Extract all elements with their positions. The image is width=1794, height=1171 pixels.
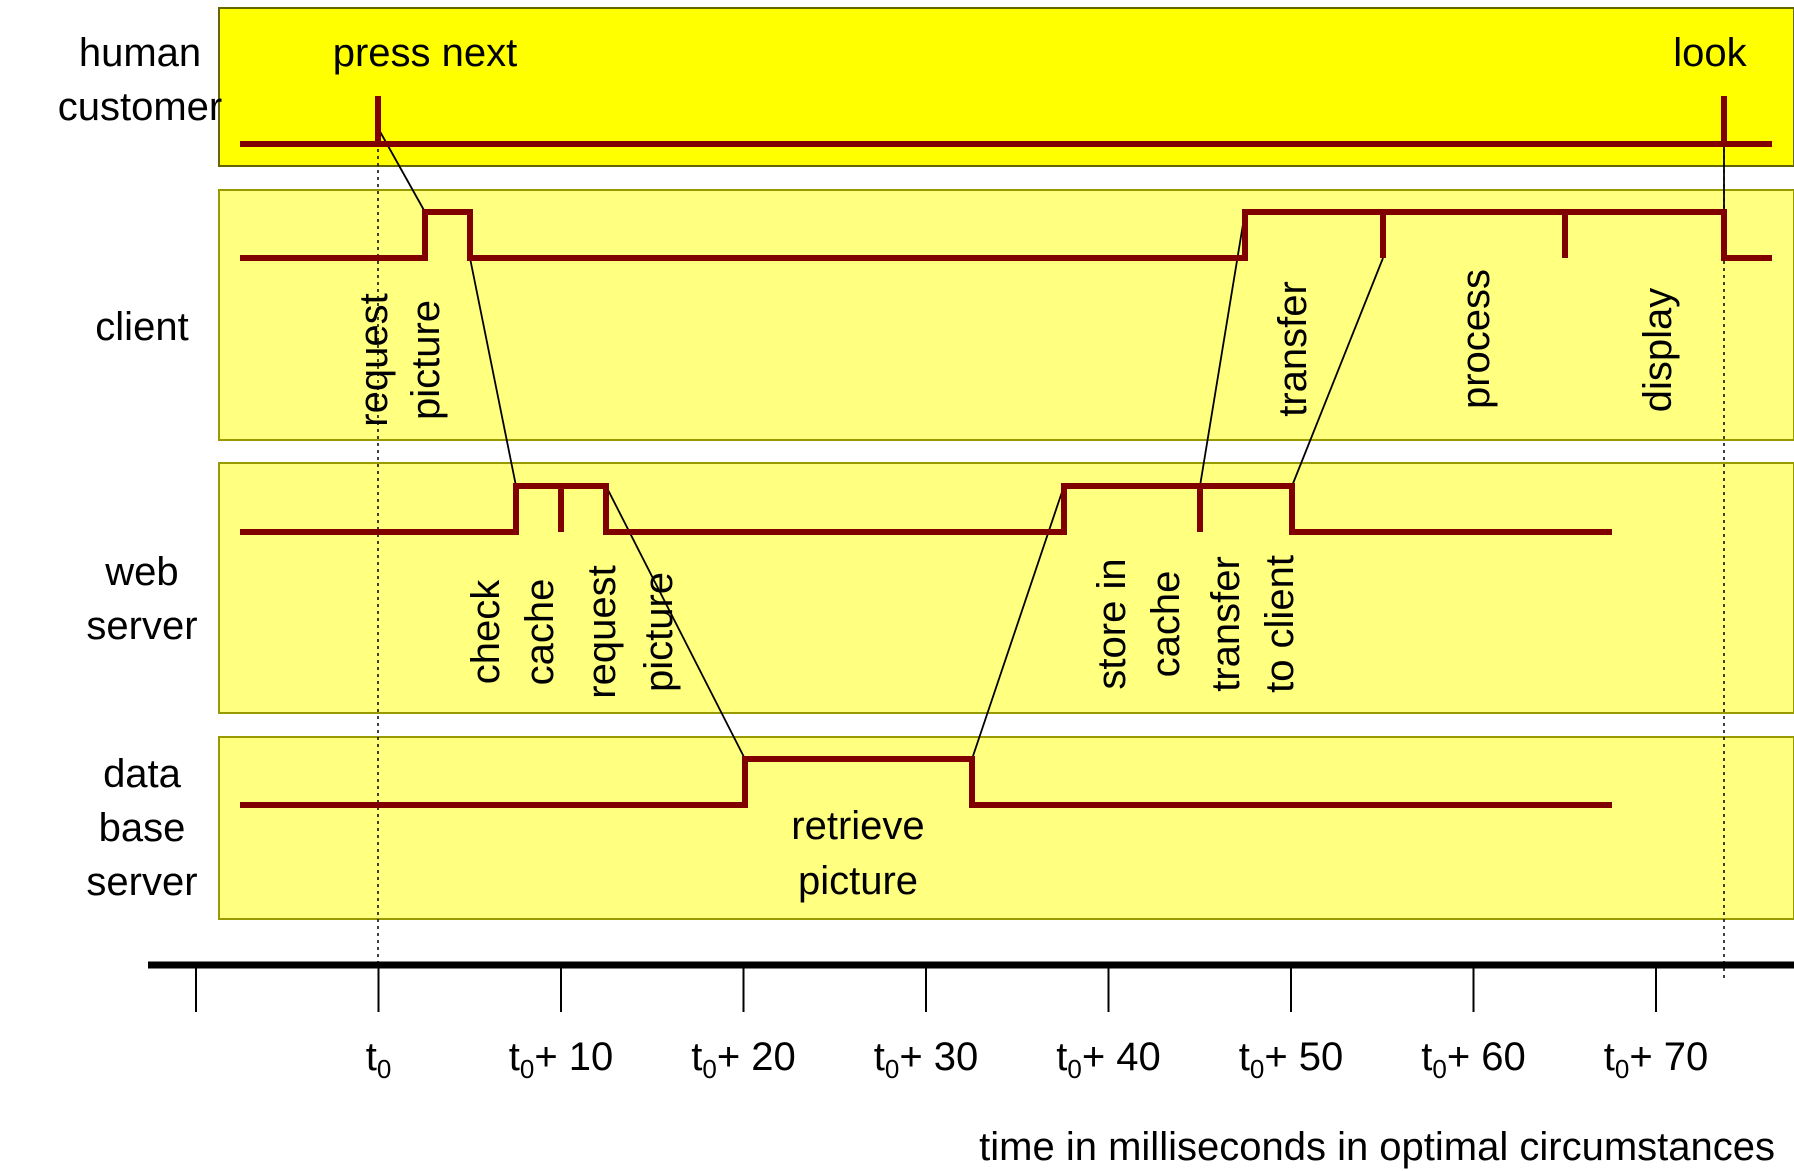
lane-label-client: client (95, 305, 188, 349)
annotation-process: process (1454, 269, 1498, 409)
annotation-check: check (464, 579, 508, 684)
axis-ticks (195, 965, 1657, 1012)
axis-tick-label: t0 (366, 1035, 392, 1084)
lane-label-base: base (99, 806, 186, 850)
annotation-ws-picture: picture (637, 572, 681, 692)
lane-client (218, 189, 1794, 441)
lane-label-data: data (103, 752, 182, 796)
annotation-cache: cache (518, 579, 562, 686)
lane-label-human: human (79, 31, 201, 75)
lane-label-customer: customer (58, 85, 223, 129)
annotation-store-in: store in (1090, 558, 1134, 689)
lane-web-server (218, 462, 1794, 714)
annotation-transfer-2: transfer (1204, 556, 1248, 692)
lane-human-customer (218, 7, 1794, 167)
signal-client (240, 209, 1772, 261)
lane-label-server: server (86, 604, 197, 648)
axis-tick-label: t0+ 60 (1421, 1035, 1526, 1084)
annotation-retrieve: retrieve (791, 804, 924, 848)
axis-tick-label: t0+ 20 (691, 1035, 796, 1084)
axis-tick-label: t0+ 30 (874, 1035, 979, 1084)
axis-tick-label: t0+ 40 (1056, 1035, 1161, 1084)
axis-tick-label: t0+ 10 (509, 1035, 614, 1084)
annotation-press-next: press next (333, 31, 518, 75)
annotation-transfer: transfer (1271, 281, 1315, 417)
annotation-store-cache: cache (1144, 571, 1188, 678)
annotation-picture: picture (404, 300, 448, 420)
annotation-display: display (1636, 288, 1680, 413)
lane-label-web: web (104, 550, 178, 594)
annotation-ws-request: request (580, 565, 624, 698)
axis-label: time in milliseconds in optimal circumst… (979, 1125, 1775, 1169)
annotation-request: request (352, 293, 396, 426)
annotation-to-client: to client (1258, 555, 1302, 693)
connector-transfer-b (1291, 257, 1384, 487)
signal-web (240, 483, 1612, 535)
signal-database (240, 756, 1612, 808)
axis-tick-label: t0+ 70 (1604, 1035, 1709, 1084)
annotation-look: look (1673, 31, 1747, 75)
axis-tick-label: t0+ 50 (1239, 1035, 1344, 1084)
lane-label-db-server: server (86, 860, 197, 904)
annotation-retrieve-picture: picture (798, 859, 918, 903)
connector-request-to-check (469, 257, 517, 487)
lane-database-server (218, 736, 1794, 920)
axis-tick-labels: t0 t0+ 10 t0+ 20 t0+ 30 t0+ 40 t0+ 50 t0+ 60 t0… (366, 1035, 1709, 1084)
